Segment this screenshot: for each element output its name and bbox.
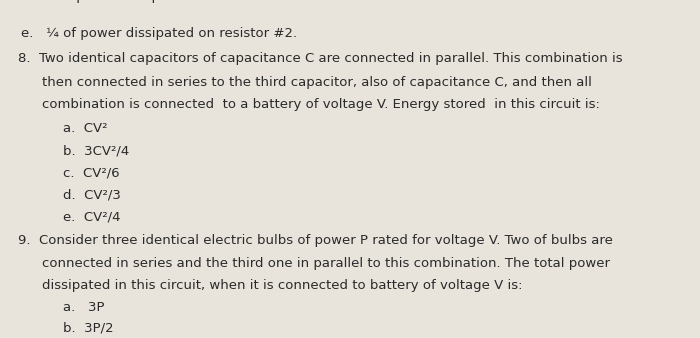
Text: dissipated in this circuit, when it is connected to battery of voltage V is:: dissipated in this circuit, when it is c… — [42, 279, 522, 292]
Text: 8.  Two identical capacitors of capacitance C are connected in parallel. This co: 8. Two identical capacitors of capacitan… — [18, 52, 622, 65]
Text: a.  CV²: a. CV² — [63, 122, 108, 135]
Text: c.  CV²/6: c. CV²/6 — [63, 166, 120, 179]
Text: b.  3CV²/4: b. 3CV²/4 — [63, 144, 130, 157]
Text: e.  CV²/4: e. CV²/4 — [63, 210, 120, 223]
Text: e.   ¼ of power dissipated on resistor #2.: e. ¼ of power dissipated on resistor #2. — [21, 27, 297, 40]
Text: then connected in series to the third capacitor, also of capacitance C, and then: then connected in series to the third ca… — [42, 76, 592, 89]
Text: combination is connected  to a battery of voltage V. Energy stored  in this circ: combination is connected to a battery of… — [42, 98, 600, 111]
Text: 9.  Consider three identical electric bulbs of power P rated for voltage V. Two : 9. Consider three identical electric bul… — [18, 234, 612, 247]
Text: b.  3P/2: b. 3P/2 — [63, 322, 113, 335]
Text: a.   3P: a. 3P — [63, 301, 104, 314]
Text: d.  ¾ of power dissipated on resistor #2.: d. ¾ of power dissipated on resistor #2. — [21, 0, 293, 3]
Text: d.  CV²/3: d. CV²/3 — [63, 188, 121, 201]
Text: connected in series and the third one in parallel to this combination. The total: connected in series and the third one in… — [42, 257, 610, 270]
